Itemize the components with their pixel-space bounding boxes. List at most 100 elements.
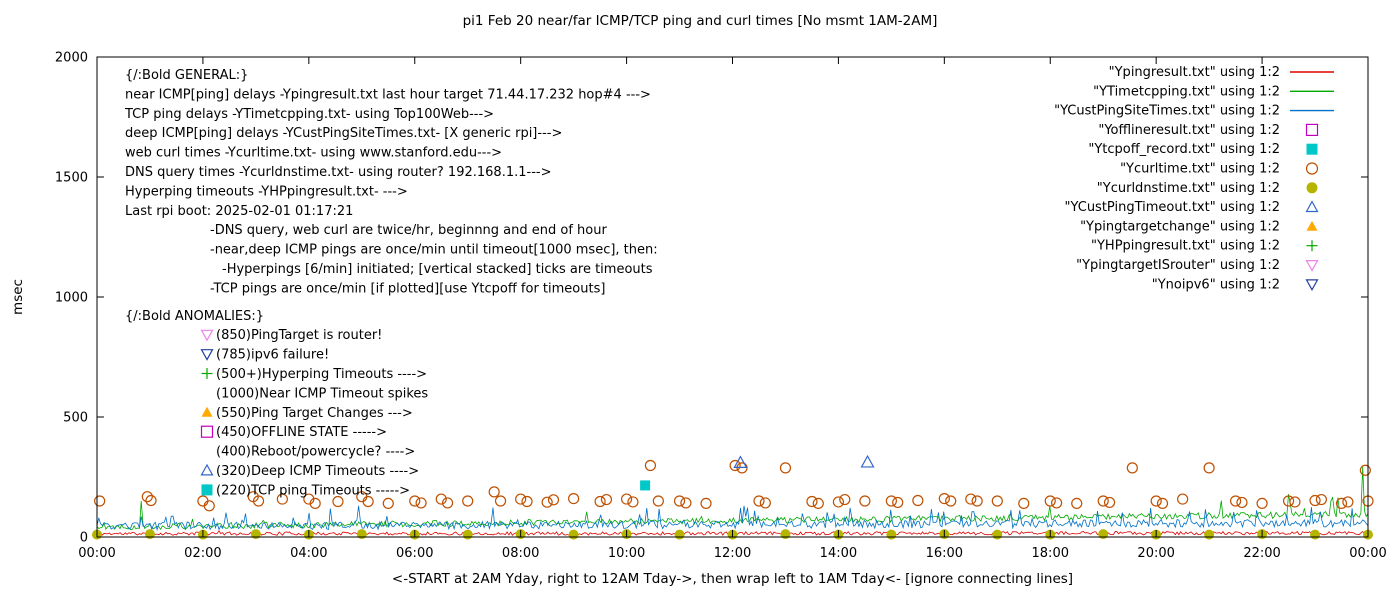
data-point: [912, 494, 924, 507]
data-point: [627, 496, 639, 508]
legend-entry: "Ycurltime.txt" using 1:2: [1120, 162, 1319, 177]
data-point: [462, 529, 473, 540]
general-heading: {/:Bold GENERAL:}: [125, 68, 248, 83]
legend-entry: "Ypingresult.txt" using 1:2: [1109, 65, 1334, 80]
data-point: [780, 529, 791, 540]
y-tick-label: 1500: [55, 171, 88, 186]
data-point: [1342, 496, 1354, 508]
y-tick-label: 1000: [55, 291, 88, 306]
data-point: [145, 494, 157, 507]
data-point: [680, 497, 692, 509]
anomaly-line: (320)Deep ICMP Timeouts ---->: [216, 464, 419, 479]
data-point: [729, 459, 741, 472]
data-point: [1097, 495, 1109, 507]
legend-label: "Ycurldnstime.txt" using 1:2: [1097, 181, 1280, 196]
data-point: [1282, 495, 1295, 507]
anomaly-line: (450)OFFLINE STATE ----->: [216, 425, 387, 440]
legend-entry: "YHPpingresult.txt" using 1:2: [1091, 239, 1318, 254]
legend-label: "Ynoipv6" using 1:2: [1152, 277, 1280, 292]
data-point: [1230, 495, 1242, 507]
anomaly-marker: [201, 368, 213, 379]
anomaly-marker: [200, 425, 214, 438]
y-tick-label: 0: [80, 531, 88, 546]
series-YCustPingSiteTimes.txt: [96, 505, 1369, 532]
data-point: [1103, 496, 1116, 509]
anomaly-line: (400)Reboot/powercycle? ---->: [216, 445, 415, 460]
legend-marker: [1306, 240, 1318, 252]
x-tick-label: 18:00: [1032, 546, 1069, 561]
data-point: [568, 493, 580, 505]
data-point: [779, 462, 792, 474]
data-point: [309, 497, 321, 509]
anomalies-heading: {/:Bold ANOMALIES:}: [125, 309, 264, 324]
anomaly-line: (1000)Near ICMP Timeout spikes: [216, 386, 428, 401]
x-tick-label: 08:00: [502, 546, 539, 561]
data-point: [356, 529, 367, 540]
data-point: [1203, 462, 1215, 474]
legend-label: "Ypingresult.txt" using 1:2: [1109, 65, 1280, 80]
x-tick-label: 00:00: [1349, 546, 1386, 561]
data-point: [1126, 462, 1138, 474]
anomaly-line: (850)PingTarget is router!: [216, 328, 382, 343]
data-point: [991, 495, 1003, 507]
anomaly-line: (550)Ping Target Changes --->: [216, 406, 413, 421]
x-tick-label: 20:00: [1137, 546, 1174, 561]
legend-marker: [1306, 143, 1318, 155]
data-point: [462, 495, 474, 507]
data-point: [938, 493, 950, 505]
scatter-YCustPingTimeout.txt: [733, 454, 875, 468]
data-point: [759, 497, 771, 509]
data-point: [600, 493, 613, 506]
y-tick-label: 2000: [55, 51, 88, 66]
data-point: [332, 495, 344, 508]
data-point: [1018, 497, 1030, 509]
legend-marker: [1306, 182, 1318, 194]
legend-entry: "Ytcpoff_record.txt" using 1:2: [1088, 142, 1318, 157]
anomaly-line: (220)TCP ping Timeouts ----->: [216, 483, 410, 498]
legend-label: "YCustPingSiteTimes.txt" using 1:2: [1054, 104, 1280, 119]
annotation-line: deep ICMP[ping] delays -YCustPingSiteTim…: [125, 126, 562, 141]
annotation-block: {/:Bold GENERAL:} near ICMP[ping] delays …: [124, 68, 658, 498]
chart-title: pi1 Feb 20 near/far ICMP/TCP ping and cu…: [462, 13, 938, 29]
x-tick-label: 22:00: [1243, 546, 1280, 561]
data-point: [1236, 496, 1248, 509]
data-point: [94, 495, 106, 507]
legend-entry: "YCustPingTimeout.txt" using 1:2: [1065, 200, 1319, 215]
scatter-Ytcpoff_record.txt: [640, 480, 651, 491]
data-point: [515, 493, 527, 505]
data-point: [892, 496, 904, 509]
data-point: [488, 486, 500, 498]
anomaly-marker: [201, 484, 213, 496]
data-point: [203, 500, 215, 512]
annotation-line: DNS query times -Ycurldnstime.txt- using…: [125, 165, 551, 180]
legend-label: "Ypingtargetchange" using 1:2: [1080, 219, 1280, 234]
data-point: [644, 459, 657, 472]
data-point: [409, 495, 421, 507]
data-point: [435, 493, 447, 505]
data-point: [1256, 497, 1268, 509]
legend-marker: [1305, 200, 1319, 213]
data-point: [1044, 495, 1056, 507]
data-point: [415, 497, 427, 509]
annotation-line: -near,deep ICMP pings are once/min until…: [210, 243, 658, 258]
x-tick-label: 00:00: [78, 546, 115, 561]
annotation-line: web curl times -Ycurltime.txt- using www…: [125, 146, 502, 161]
data-point: [640, 480, 651, 491]
data-point: [521, 495, 533, 508]
legend-entry: "YTimetcpping.txt" using 1:2: [1093, 84, 1334, 99]
data-point: [362, 495, 374, 508]
anomaly-marker: [200, 329, 214, 342]
legend-marker: [1305, 162, 1319, 175]
data-point: [382, 497, 394, 509]
data-point: [673, 495, 686, 507]
x-tick-label: 14:00: [820, 546, 857, 561]
legend-label: "YHPpingresult.txt" using 1:2: [1091, 239, 1280, 254]
data-point: [1359, 464, 1371, 476]
data-point: [1098, 529, 1109, 540]
data-point: [1309, 494, 1321, 507]
data-point: [1204, 529, 1215, 540]
data-point: [733, 455, 748, 468]
data-point: [441, 497, 454, 509]
